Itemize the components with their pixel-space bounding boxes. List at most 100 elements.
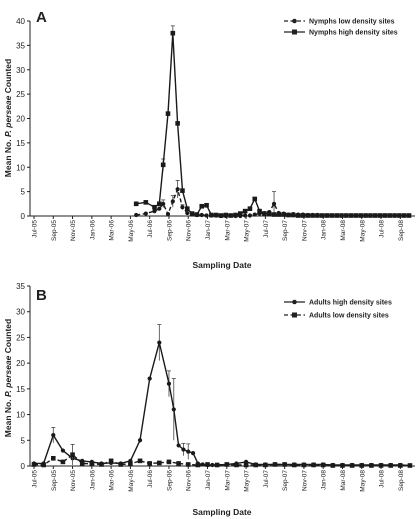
point-nymphs-high-density-sites	[372, 213, 378, 218]
point-nymphs-high-density-sites	[170, 30, 176, 36]
point-nymphs-high-density-sites	[189, 211, 195, 216]
point-adults-low-density-sites	[224, 462, 230, 467]
panel-a-y-tick-label: 25	[16, 90, 25, 99]
point-nymphs-high-density-sites	[209, 212, 214, 218]
point-nymphs-high-density-sites	[233, 212, 238, 218]
point-nymphs-high-density-sites	[247, 206, 253, 211]
panel-a-x-axis-title: Sampling Date	[192, 260, 251, 270]
point-adults-low-density-sites	[214, 462, 220, 468]
point-nymphs-low-density-sites	[152, 209, 157, 214]
panel-b-x-tick-label: Jul-05	[32, 470, 39, 488]
legend-entry-adults-high: Adults high density sites	[284, 300, 392, 307]
point-adults-low-density-sites	[282, 462, 287, 467]
panel-a-x-tick-label: Nov-07	[301, 220, 308, 241]
panel-a-x-tick-label: Mar-08	[340, 220, 347, 241]
point-nymphs-high-density-sites	[382, 213, 388, 218]
panel-a-x-tick-label: Jul-06	[147, 220, 154, 238]
point-adults-low-density-sites	[99, 462, 104, 467]
panel-b-y-tick-label: 10	[16, 411, 25, 420]
point-adults-low-density-sites	[378, 463, 384, 468]
point-nymphs-high-density-sites	[213, 212, 219, 218]
point-nymphs-low-density-sites	[170, 199, 175, 204]
legend-entry-nymphs-high: Nymphs high density sites	[284, 29, 398, 37]
legend-entry-adults-low: Adults low density sites	[284, 312, 389, 320]
panel-b-x-tick-label: Nov-05	[70, 470, 77, 491]
point-adults-low-density-sites	[243, 462, 249, 468]
panel-b-x-tick-label: Sep-05	[51, 470, 58, 491]
panel-b-x-tick-label: Sep-07	[282, 470, 289, 491]
point-nymphs-high-density-sites	[392, 213, 397, 218]
point-nymphs-low-density-sites	[180, 205, 185, 210]
point-nymphs-high-density-sites	[266, 211, 272, 216]
point-nymphs-high-density-sites	[180, 188, 185, 193]
point-nymphs-low-density-sites	[134, 212, 139, 218]
line-adults-low-density-sites	[33, 454, 410, 467]
point-adults-low-density-sites	[291, 462, 297, 468]
legend-label-adults-low: Adults low density sites	[309, 313, 389, 320]
point-nymphs-high-density-sites	[286, 212, 291, 218]
point-adults-low-density-sites	[147, 461, 152, 466]
point-adults-low-density-sites	[407, 463, 413, 468]
point-nymphs-high-density-sites	[204, 202, 209, 208]
panel-a-legend: Nymphs low density sites Nymphs high den…	[284, 19, 398, 37]
point-nymphs-high-density-sites	[262, 211, 267, 216]
point-nymphs-high-density-sites	[397, 213, 402, 218]
point-nymphs-low-density-sites	[157, 206, 162, 211]
point-nymphs-high-density-sites	[339, 213, 344, 218]
point-nymphs-high-density-sites	[271, 212, 277, 217]
panel-a-x-tick-label: Sep-07	[282, 220, 289, 241]
point-adults-low-density-sites	[79, 461, 85, 466]
legend-marker-adults-low	[292, 312, 297, 318]
point-adults-low-density-sites	[70, 452, 75, 457]
panel-a-y-title-part-1: Mean No.	[3, 137, 13, 177]
panel-b-x-tick-label: Sep-06	[166, 470, 173, 491]
point-adults-low-density-sites	[272, 462, 278, 467]
point-nymphs-high-density-sites	[406, 213, 412, 218]
point-nymphs-low-density-sites	[175, 187, 180, 192]
point-nymphs-high-density-sites	[353, 213, 359, 218]
point-adults-low-density-sites	[60, 459, 66, 465]
point-nymphs-high-density-sites	[329, 213, 335, 218]
point-nymphs-high-density-sites	[358, 213, 364, 218]
legend-marker-adults-high	[292, 299, 297, 305]
point-nymphs-low-density-sites	[247, 213, 253, 218]
point-nymphs-high-density-sites	[315, 213, 320, 218]
panel-b-y-tick-label: 15	[16, 385, 25, 394]
panel-a-x-tick-label: Sep-05	[51, 220, 58, 241]
panel-a-x-tick-label: May-08	[359, 220, 366, 242]
panel-b-x-tick-label: Jul-08	[379, 470, 386, 488]
point-adults-low-density-sites	[118, 462, 124, 467]
panel-a-x-tick-label: Jul-07	[263, 220, 270, 238]
point-adults-high-density-sites	[176, 443, 181, 448]
panel-b-y-tick-label: 0	[21, 462, 26, 471]
point-nymphs-low-density-sites	[243, 213, 248, 218]
panel-b-x-axis-title: Sampling Date	[192, 507, 251, 517]
point-nymphs-high-density-sites	[133, 201, 139, 207]
series-nymphs-high-density-sites	[133, 25, 412, 218]
point-nymphs-high-density-sites	[295, 213, 301, 218]
point-adults-high-density-sites	[51, 433, 56, 438]
panel-a-x-tick-label: Jan-07	[205, 220, 212, 240]
point-adults-high-density-sites	[147, 376, 152, 381]
panel-a-series	[133, 25, 412, 219]
panel-a-x-tick-label: Nov-06	[186, 220, 193, 241]
panel-b-x-tick-label: Sep-08	[398, 470, 405, 491]
point-nymphs-high-density-sites	[184, 206, 190, 211]
point-nymphs-high-density-sites	[199, 203, 205, 209]
point-adults-low-density-sites	[253, 462, 259, 468]
point-nymphs-high-density-sites	[194, 212, 200, 217]
point-adults-low-density-sites	[263, 462, 268, 468]
point-nymphs-high-density-sites	[257, 208, 262, 214]
point-adults-low-density-sites	[128, 461, 133, 467]
panel-b-x-tick-label: May-08	[359, 470, 366, 492]
point-nymphs-high-density-sites	[363, 213, 368, 218]
panel-a-y-tick-label: 40	[16, 17, 25, 26]
point-adults-high-density-sites	[166, 381, 172, 386]
panel-b-x-tick-label: Jul-07	[263, 470, 270, 488]
point-nymphs-high-density-sites	[228, 213, 233, 218]
panel-b-x-tick-label: Nov-06	[186, 470, 193, 491]
panel-a-x-tick-label: May-06	[128, 220, 135, 242]
point-nymphs-low-density-sites	[143, 211, 148, 216]
point-adults-low-density-sites	[137, 458, 143, 464]
legend-marker-nymphs-high	[292, 29, 297, 35]
